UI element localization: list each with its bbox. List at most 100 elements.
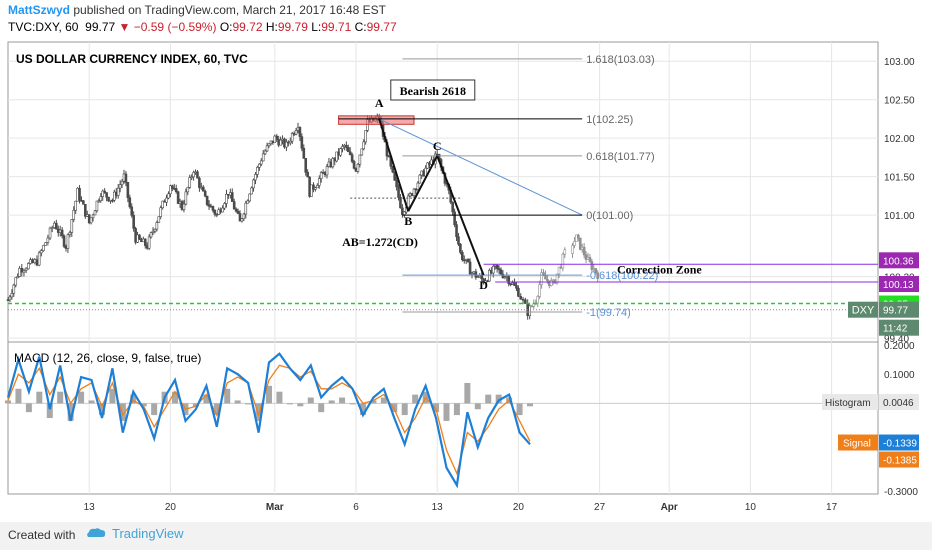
grid-lines (8, 42, 878, 494)
candle-body (412, 188, 416, 196)
histogram-bar (453, 403, 460, 416)
candle-body (70, 219, 74, 233)
candle-body (182, 203, 186, 210)
last-price: 99.77 (85, 20, 116, 34)
open-label: O: (219, 20, 233, 34)
candle-body (288, 140, 292, 144)
price-axis: 103.00102.50102.00101.50101.00100.2099.4… (848, 57, 919, 345)
candle-body (159, 207, 163, 217)
candle-body (350, 154, 354, 162)
time-tick-label: 17 (826, 502, 838, 513)
histogram-bar (339, 397, 346, 404)
candle-body (124, 173, 128, 183)
macd-value: -0.1339 (883, 439, 917, 450)
histogram-bar (57, 391, 64, 404)
candle-body (82, 200, 85, 205)
candle-body (37, 252, 41, 266)
histogram-bar (224, 388, 231, 404)
correction-zone-label: Correction Zone (617, 263, 702, 277)
candle-body (461, 252, 464, 261)
time-tick-label: 6 (353, 502, 359, 513)
candle-body (563, 249, 567, 255)
histogram-bar (527, 403, 533, 407)
candle-body (261, 153, 265, 162)
fib-label: 1(102.25) (586, 114, 633, 126)
histogram-bar (412, 394, 419, 404)
candle-body (138, 234, 141, 240)
fib-label: 1.618(103.03) (586, 54, 655, 66)
macd-line (6, 352, 531, 489)
candle-body (418, 174, 422, 184)
candle-body (95, 200, 99, 212)
candle-body (130, 206, 134, 216)
candle-body (256, 167, 259, 175)
chart-title: US DOLLAR CURRENCY INDEX, 60, TVC (16, 52, 248, 66)
candle-body (126, 182, 130, 198)
candle-body (161, 200, 164, 209)
candle-body (259, 160, 263, 165)
histogram-bar (516, 403, 523, 416)
candle-body (35, 259, 39, 266)
candle-body (352, 161, 356, 169)
created-with-text: Created with (8, 528, 76, 542)
candle-body (470, 272, 474, 275)
author-link[interactable]: MattSzwyd (8, 3, 71, 17)
histogram-value-bg (879, 394, 919, 411)
candle-body (149, 232, 153, 238)
candle-body (596, 272, 599, 279)
candle-body (468, 261, 472, 275)
pattern-point-d: D (479, 278, 488, 292)
pattern-leg (407, 155, 439, 212)
high-label: H: (265, 20, 278, 34)
histogram-bar (234, 400, 241, 404)
histogram-bar (297, 403, 304, 407)
candle-body (538, 284, 541, 297)
pattern-leg (436, 155, 485, 276)
candle-body (215, 213, 219, 216)
histogram-bar (192, 403, 199, 407)
fib-label: -0.618(100.22) (586, 270, 658, 282)
candle-body (190, 176, 193, 179)
price-tick-label: 102.00 (884, 134, 915, 145)
candle-body (24, 268, 28, 271)
tradingview-logo[interactable]: TradingView (86, 526, 184, 541)
histogram-value: 0.0046 (883, 398, 914, 409)
time-tick-label: 20 (513, 502, 525, 513)
candle-body (459, 243, 462, 253)
histogram-bar (370, 400, 377, 404)
candle-body (588, 257, 592, 262)
signal-value: -0.1385 (883, 456, 917, 467)
histogram-bar (36, 391, 43, 404)
candle-body (203, 190, 207, 197)
time-tick-label: Apr (661, 502, 678, 513)
chart-canvas[interactable]: 1.618(103.03) 1(102.25) 0.618(101.77) 0(101… (0, 0, 932, 522)
candle-body (99, 196, 103, 202)
candle-body (267, 143, 271, 147)
price-tag: 99.77 (883, 306, 908, 317)
candle-body (319, 172, 323, 179)
candle-body (331, 158, 335, 168)
candle-body (10, 293, 14, 298)
candle-body (406, 195, 410, 208)
histogram-bar (25, 403, 32, 413)
candle-body (298, 127, 302, 137)
supply-zone (338, 115, 415, 125)
candle-body (26, 263, 30, 270)
signal-line (7, 364, 531, 476)
histogram-bar (119, 403, 126, 421)
signal-name: Signal (843, 439, 871, 450)
candle-body (317, 178, 321, 186)
candle-body (290, 133, 294, 142)
price-tag: 100.36 (883, 256, 914, 267)
candle-body (250, 187, 253, 195)
candle-body (74, 200, 77, 211)
candle-body (240, 218, 244, 222)
candle-body (198, 177, 201, 188)
candle-body (549, 280, 553, 286)
candle-body (225, 193, 228, 204)
histogram-bar (255, 403, 262, 421)
candle-body (16, 276, 19, 279)
candle-body (582, 246, 586, 256)
candle-body (91, 214, 95, 219)
candle-body (391, 165, 395, 173)
